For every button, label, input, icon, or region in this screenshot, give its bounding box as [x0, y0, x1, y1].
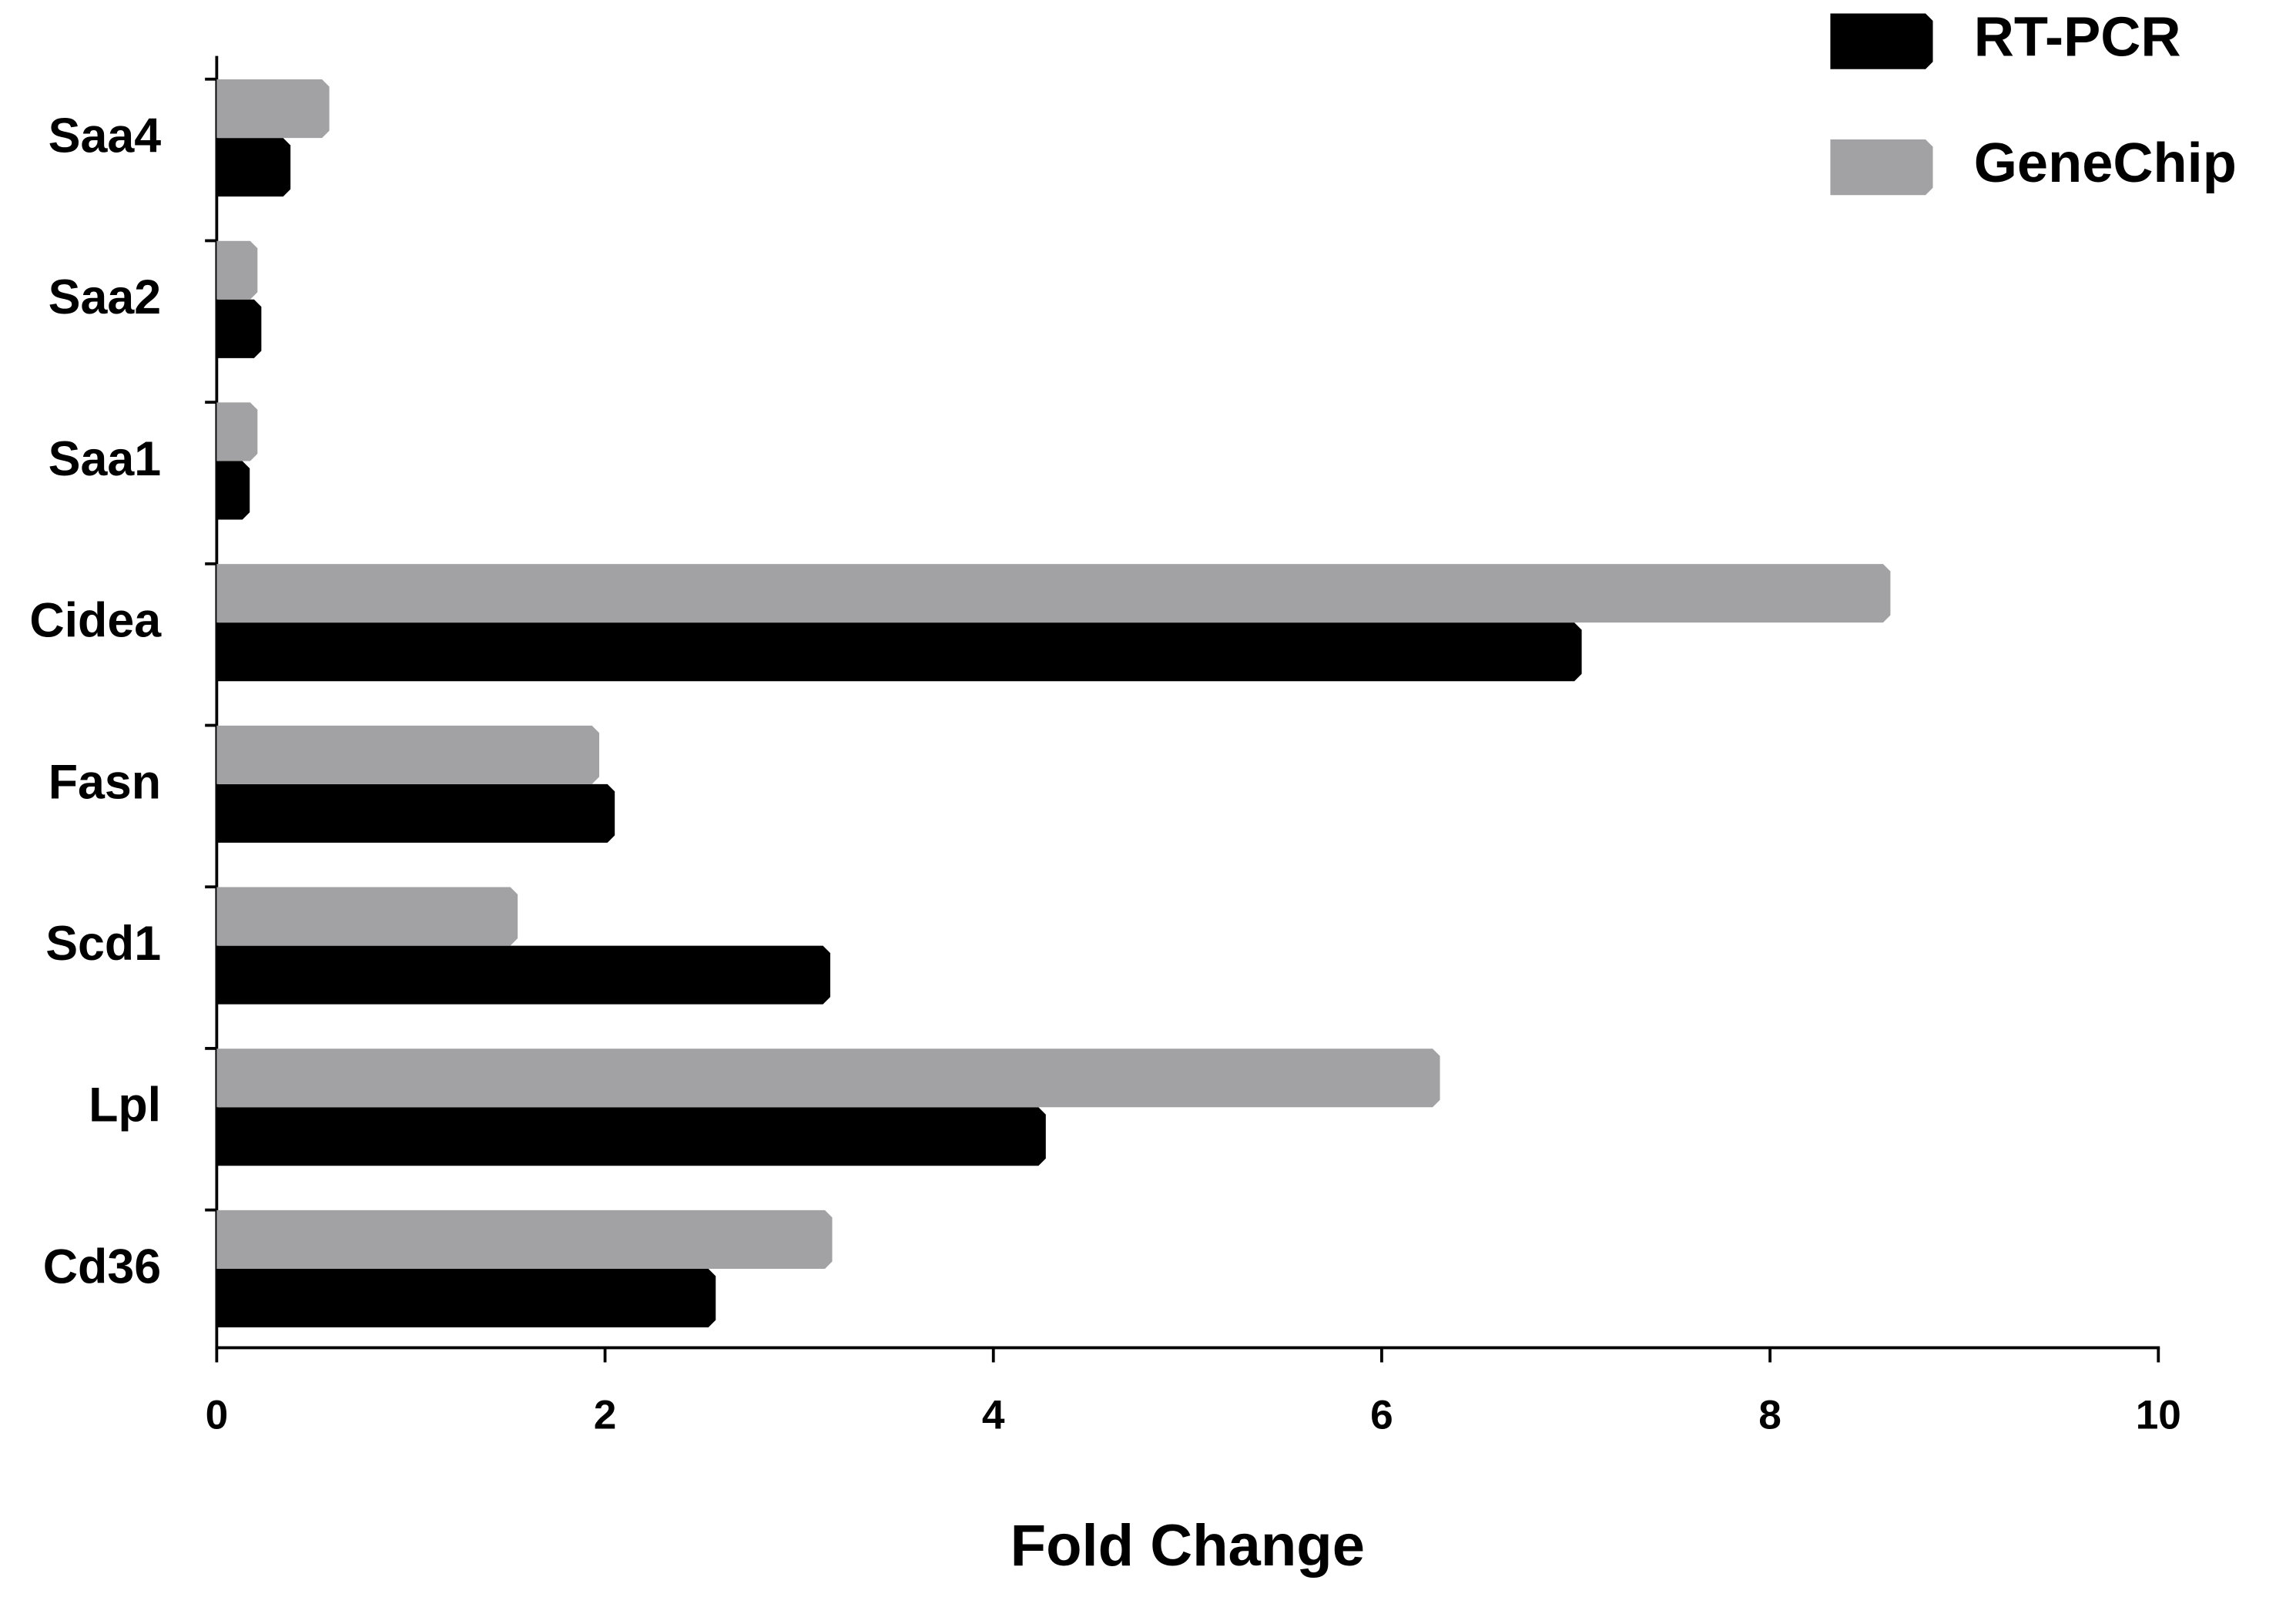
y-tick-label: Cidea — [29, 594, 162, 648]
legend-label: RT-PCR — [1974, 7, 2181, 69]
bar — [216, 783, 615, 843]
bar — [216, 1107, 1046, 1166]
y-tick-label: Saa2 — [49, 270, 161, 324]
x-tick-label: 2 — [594, 1393, 617, 1438]
bar — [216, 402, 258, 461]
x-tick-label: 4 — [982, 1393, 1005, 1438]
bar — [216, 461, 250, 520]
legend-swatch — [1830, 13, 1933, 69]
bar — [216, 138, 291, 197]
y-tick-label: Fasn — [49, 755, 161, 809]
y-tick-label: Saa4 — [49, 109, 162, 163]
bar — [216, 564, 1891, 623]
bar — [216, 240, 258, 300]
y-tick-label: Lpl — [89, 1079, 161, 1132]
y-tick-label: Cd36 — [43, 1240, 161, 1293]
legend-label: GeneChip — [1974, 133, 2237, 194]
bar — [216, 945, 830, 1005]
x-tick-label: 8 — [1758, 1393, 1781, 1438]
x-tick-label: 6 — [1370, 1393, 1393, 1438]
bar — [216, 299, 262, 358]
x-tick-label: 0 — [206, 1393, 229, 1438]
bar — [216, 622, 1582, 682]
legend-swatch — [1830, 139, 1933, 196]
bar — [216, 725, 599, 784]
bar — [216, 1048, 1440, 1108]
y-tick-label: Scd1 — [45, 917, 161, 971]
x-tick-label: 10 — [2136, 1393, 2181, 1438]
bar — [216, 79, 330, 139]
y-tick-label: Saa1 — [49, 432, 161, 486]
x-axis-title: Fold Change — [1011, 1513, 1365, 1579]
bar — [216, 1209, 833, 1269]
bar — [216, 887, 518, 946]
bar — [216, 1268, 716, 1328]
